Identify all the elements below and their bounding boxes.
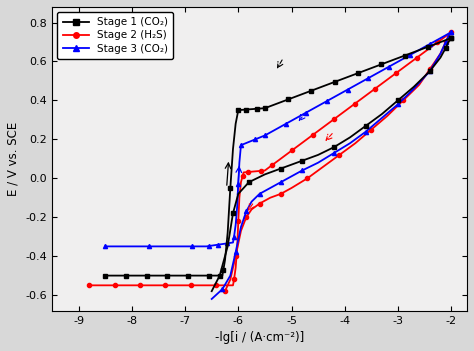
Legend: Stage 1 (CO₂), Stage 2 (H₂S), Stage 3 (CO₂): Stage 1 (CO₂), Stage 2 (H₂S), Stage 3 (C… — [57, 12, 173, 59]
Y-axis label: E / V vs. SCE: E / V vs. SCE — [7, 122, 20, 196]
X-axis label: -lg[i / (A·cm⁻²)]: -lg[i / (A·cm⁻²)] — [215, 331, 304, 344]
